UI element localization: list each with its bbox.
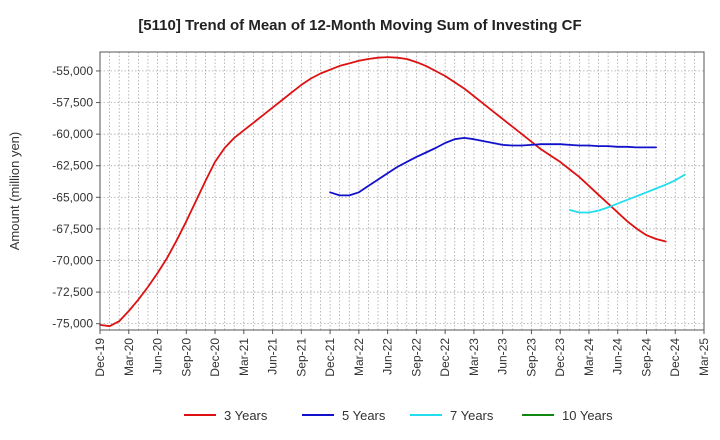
x-tick-label: Mar-24	[582, 338, 596, 376]
y-tick-label: -67,500	[52, 222, 93, 236]
legend: 3 Years 5 Years 7 Years 10 Years	[184, 408, 613, 423]
chart-title: [5110] Trend of Mean of 12-Month Moving …	[138, 17, 581, 34]
x-tick-label: Dec-20	[208, 338, 222, 377]
x-tick-label: Sep-20	[179, 338, 193, 377]
y-tick-label: -55,000	[52, 64, 93, 78]
y-axis-label: Amount (million yen)	[7, 132, 22, 251]
legend-label: 3 Years	[224, 408, 268, 423]
series-lines	[99, 56, 686, 328]
x-tick-label: Dec-24	[668, 338, 682, 377]
x-tick-label: Mar-22	[352, 338, 366, 376]
y-tick-label: -75,000	[52, 317, 93, 331]
x-tick-label: Jun-24	[611, 338, 625, 375]
legend-label: 7 Years	[450, 408, 494, 423]
x-tick-label: Jun-23	[496, 338, 510, 375]
x-tick-label: Mar-21	[237, 338, 251, 376]
x-tick-label: Sep-22	[409, 338, 423, 377]
series-line-5-years	[329, 136, 657, 197]
legend-label: 5 Years	[342, 408, 386, 423]
x-tick-label: Jun-21	[266, 338, 280, 375]
x-tick-label: Dec-22	[438, 338, 452, 377]
x-tick-label: Sep-24	[639, 338, 653, 377]
x-tick-label: Dec-19	[93, 338, 107, 377]
x-tick-label: Dec-21	[323, 338, 337, 377]
legend-label: 10 Years	[562, 408, 613, 423]
plot-frame	[99, 51, 705, 331]
series-line-3-years	[99, 56, 667, 328]
x-tick-label: Mar-23	[467, 338, 481, 376]
y-tick-label: -70,000	[52, 254, 93, 268]
y-tick-label: -72,500	[52, 285, 93, 299]
x-axis: Dec-19 Mar-20 Jun-20 Sep-20 Dec-20 Mar-21 Jun-…	[93, 330, 711, 377]
x-tick-label: Jun-22	[381, 338, 395, 375]
x-tick-label: Sep-23	[524, 338, 538, 377]
x-tick-label: Dec-23	[553, 338, 567, 377]
x-tick-label: Sep-21	[294, 338, 308, 377]
y-tick-label: -60,000	[52, 127, 93, 141]
x-tick-label: Mar-20	[122, 338, 136, 376]
series-line-7-years	[568, 173, 686, 214]
y-tick-label: -57,500	[52, 96, 93, 110]
y-axis: -55,000 -57,500 -60,000 -62,500 -65,000 -67,5…	[52, 64, 100, 331]
plot-area	[100, 52, 704, 330]
grid-lines	[100, 52, 704, 330]
x-tick-label: Jun-20	[151, 338, 165, 375]
y-tick-label: -62,500	[52, 159, 93, 173]
x-tick-label: Mar-25	[697, 338, 711, 376]
y-tick-label: -65,000	[52, 190, 93, 204]
